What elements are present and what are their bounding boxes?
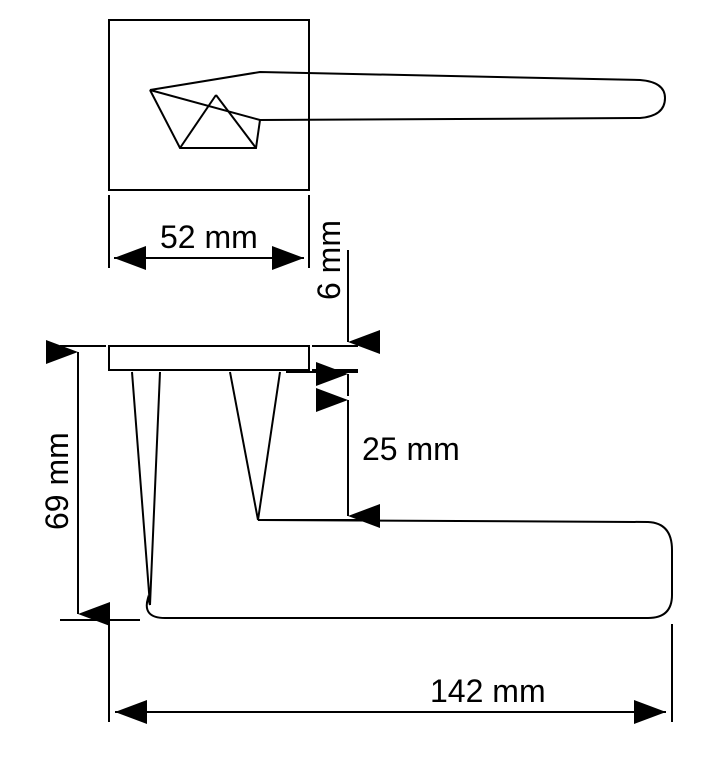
dimension-6mm-label: 6 mm [311, 220, 347, 300]
technical-drawing: 52 mm 6 mm 25 mm 69 mm 1 [0, 0, 722, 779]
dimension-69mm-label: 69 mm [39, 432, 75, 530]
dimension-25mm-label: 25 mm [362, 431, 460, 467]
side-view [109, 346, 672, 618]
dimension-142mm [109, 624, 672, 722]
dimension-142mm-label: 142 mm [430, 673, 546, 709]
top-view [109, 20, 665, 190]
dimension-52mm-label: 52 mm [160, 219, 258, 255]
